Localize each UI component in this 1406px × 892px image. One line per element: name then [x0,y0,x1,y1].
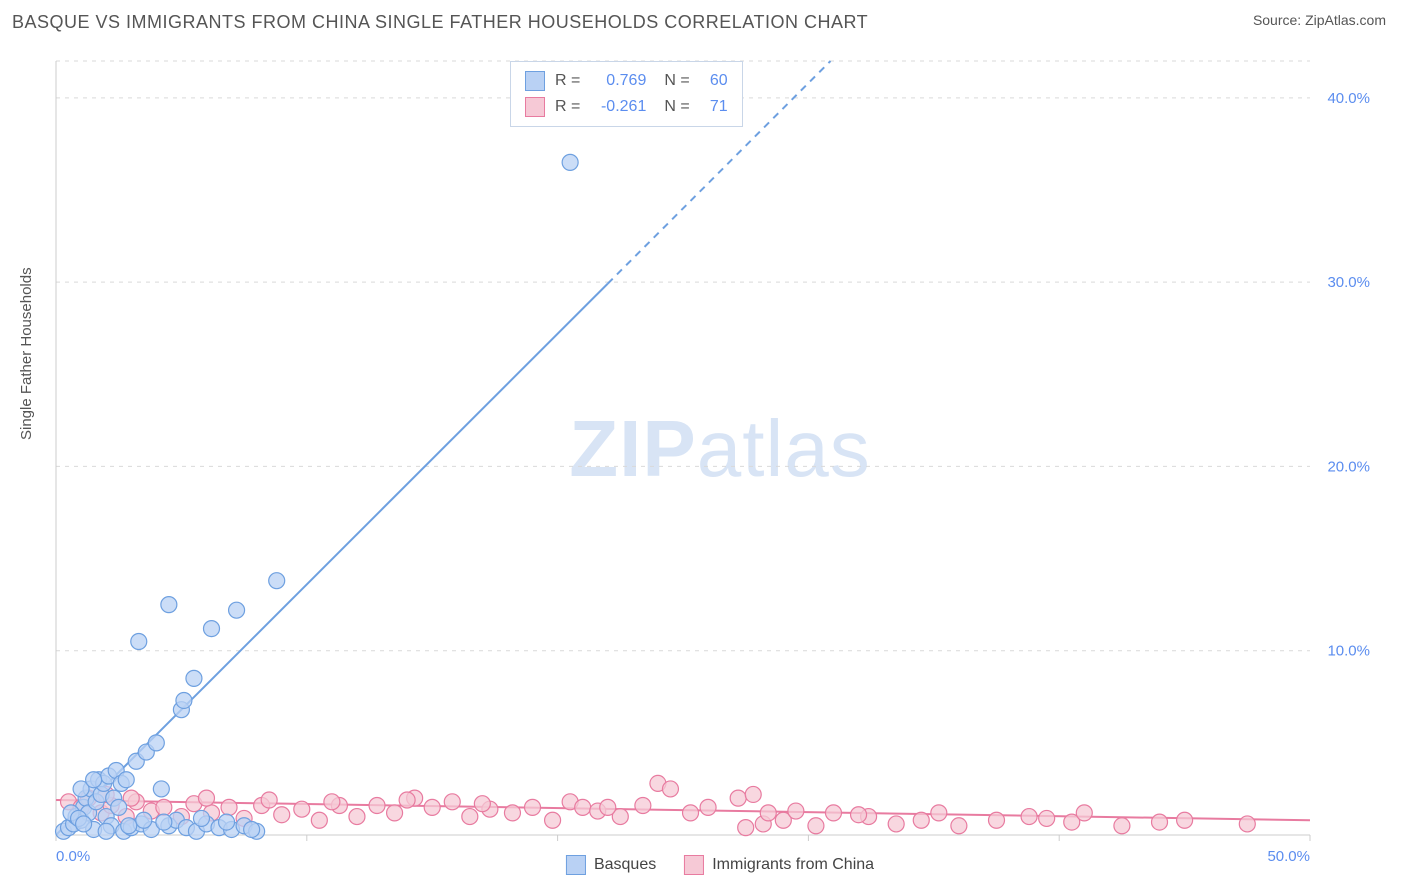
legend-swatch [684,855,704,875]
stats-swatch [525,71,545,91]
source-link[interactable]: ZipAtlas.com [1305,12,1386,28]
svg-text:0.0%: 0.0% [56,848,90,865]
n-value: 71 [700,94,728,120]
scatter-plot: 0.0% 50.0% 10.0% 20.0% 30.0% 40.0% [50,55,1390,875]
svg-text:30.0%: 30.0% [1327,274,1370,291]
n-value: 60 [700,68,728,94]
stats-row: R = 0.769 N = 60 [525,68,728,94]
legend-item: Immigrants from China [684,855,874,875]
stats-row: R = -0.261 N = 71 [525,94,728,120]
r-value: 0.769 [590,68,646,94]
svg-text:40.0%: 40.0% [1327,90,1370,107]
legend-label: Basques [594,856,656,874]
legend-label: Immigrants from China [712,856,874,874]
svg-text:10.0%: 10.0% [1327,643,1370,660]
legend-item: Basques [566,855,656,875]
source-label: Source: [1253,12,1305,28]
n-label: N = [664,68,689,94]
legend-swatch [566,855,586,875]
svg-text:50.0%: 50.0% [1267,848,1310,865]
r-label: R = [555,94,580,120]
chart-title: BASQUE VS IMMIGRANTS FROM CHINA SINGLE F… [12,12,868,33]
chart-area: ZIPatlas 0.0%50.0%10.0%20.0%30.0%40.0% R… [50,55,1390,875]
n-label: N = [664,94,689,120]
source-credit: Source: ZipAtlas.com [1253,12,1386,28]
svg-text:20.0%: 20.0% [1327,458,1370,475]
r-value: -0.261 [590,94,646,120]
r-label: R = [555,68,580,94]
y-axis-label: Single Father Households [18,267,35,440]
stats-swatch [525,97,545,117]
legend: Basques Immigrants from China [566,855,874,875]
correlation-stats-box: R = 0.769 N = 60 R = -0.261 N = 71 [510,61,743,127]
header: BASQUE VS IMMIGRANTS FROM CHINA SINGLE F… [0,0,1406,39]
